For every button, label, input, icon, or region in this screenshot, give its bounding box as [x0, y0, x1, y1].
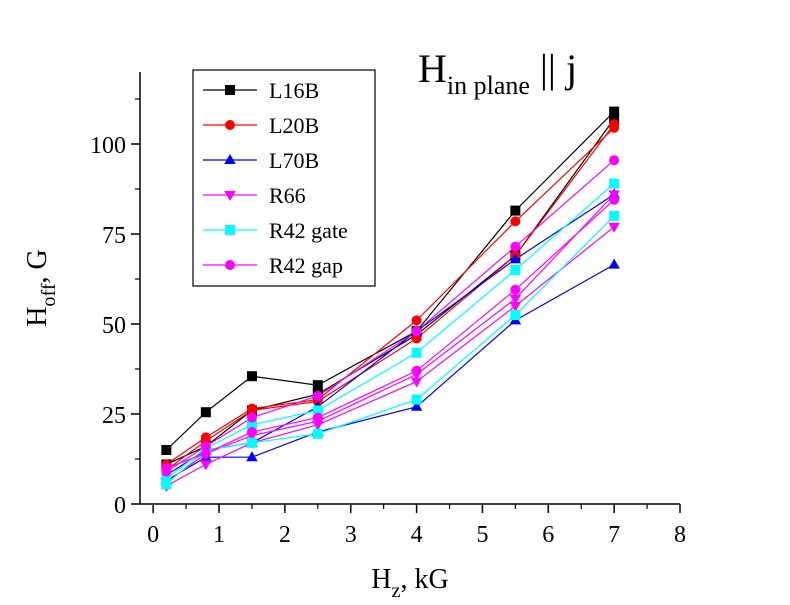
x-tick-label: 5	[476, 522, 488, 548]
data-point-5-0-2	[246, 427, 257, 437]
data-point-4-1-6	[609, 178, 620, 189]
data-point-5-1-6	[609, 155, 620, 166]
legend-marker-4	[225, 225, 235, 235]
x-tick-label: 0	[147, 522, 159, 548]
data-point-1-0-5	[510, 216, 521, 227]
legend-label-4: R42 gate	[269, 218, 348, 243]
data-point-4-1-3	[312, 405, 323, 416]
data-point-4-1-5	[510, 265, 521, 275]
y-axis-title: Hoff, G	[22, 249, 60, 327]
data-point-1-1-6	[609, 119, 620, 130]
plot-markers	[160, 106, 620, 492]
data-point-5-1-1	[200, 441, 211, 452]
data-point-4-0-6	[609, 211, 620, 221]
data-point-2-1-5	[509, 253, 522, 264]
y-axis-title-suffix: , G	[22, 249, 53, 283]
data-point-5-0-1	[200, 448, 211, 459]
data-point-3-0-5	[509, 302, 522, 312]
legend-label-1: L20B	[269, 113, 319, 138]
data-point-0-0-5	[510, 205, 521, 216]
data-point-5-0-6	[609, 194, 620, 205]
data-point-4-0-4	[411, 394, 422, 405]
legend-box	[192, 69, 376, 287]
legend-marker-0	[225, 85, 235, 95]
x-axis-title: Hz, kG	[371, 564, 448, 602]
data-point-2-0-4	[410, 400, 423, 411]
data-point-5-1-2	[246, 412, 257, 423]
legend-label-5: R42 gap	[269, 253, 343, 278]
data-point-4-0-2	[246, 437, 257, 448]
data-point-0-0-0	[161, 445, 172, 455]
chart-title: Hin plane || j	[418, 46, 577, 100]
series-line-2-0	[166, 264, 615, 482]
data-point-3-0-6	[608, 222, 620, 233]
data-point-4-1-0	[161, 473, 172, 484]
data-point-3-0-4	[410, 377, 423, 388]
data-point-0-1-6	[609, 113, 620, 124]
data-point-1-1-2	[246, 405, 257, 416]
legend-label-0: L16B	[269, 78, 319, 103]
data-point-5-1-5	[510, 241, 521, 252]
chart-title-suffix: || j	[530, 46, 577, 91]
legend-marker-5	[225, 260, 235, 270]
data-point-2-0-6	[608, 258, 620, 269]
x-tick-label: 3	[345, 522, 357, 548]
chart-title-main: H	[418, 46, 447, 91]
data-point-3-0-1	[200, 460, 212, 471]
x-tick-label: 1	[213, 522, 225, 548]
x-axis-title-suffix: , kG	[400, 564, 448, 595]
x-tick-label: 4	[411, 522, 423, 548]
data-point-1-1-4	[411, 333, 422, 344]
legend-marker-1	[225, 120, 235, 130]
legend-marker-2	[224, 154, 236, 164]
x-tick-label: 8	[674, 522, 686, 548]
x-axis-title-main: H	[371, 564, 391, 595]
data-point-5-1-3	[312, 391, 323, 401]
y-tick-label: 50	[102, 313, 126, 339]
data-point-5-0-5	[510, 284, 521, 295]
data-point-5-1-4	[411, 326, 422, 337]
data-point-5-1-0	[161, 466, 172, 477]
data-point-4-0-5	[510, 310, 521, 320]
data-point-5-0-3	[312, 412, 323, 423]
data-point-4-1-4	[411, 347, 422, 358]
data-point-4-1-2	[246, 419, 257, 430]
data-point-0-0-2	[246, 371, 257, 382]
x-tick-label: 2	[279, 522, 291, 548]
data-point-0-0-6	[609, 106, 620, 117]
x-tick-label: 7	[608, 522, 620, 548]
y-tick-label: 100	[90, 133, 126, 159]
y-tick-label: 25	[102, 403, 126, 429]
legend-label-2: L70B	[269, 148, 319, 173]
y-tick-label: 0	[114, 493, 126, 519]
data-point-1-0-4	[411, 315, 422, 326]
y-tick-label: 75	[102, 223, 126, 249]
legend-marker-3	[224, 191, 236, 201]
x-tick-label: 6	[542, 522, 554, 548]
data-point-2-0-2	[246, 451, 258, 462]
y-axis-title-main: H	[22, 307, 53, 327]
x-axis-title-sub: z	[392, 580, 401, 602]
data-point-4-0-3	[312, 428, 323, 439]
data-point-0-0-1	[200, 407, 211, 418]
data-point-4-0-0	[161, 479, 172, 490]
y-axis-title-sub: off	[38, 283, 60, 306]
data-point-0-0-3	[312, 380, 323, 391]
data-point-5-0-4	[411, 365, 422, 376]
legend: L16B L20B L70B R66 R42 gate R42 gap	[192, 69, 376, 287]
legend-label-3: R66	[269, 183, 306, 208]
chart-title-sub: in plane	[447, 71, 530, 100]
data-point-3-1-5	[509, 294, 522, 305]
axes: 0 1 2 3 4 5 6 7 8 0 25 50 75 100	[90, 72, 686, 548]
